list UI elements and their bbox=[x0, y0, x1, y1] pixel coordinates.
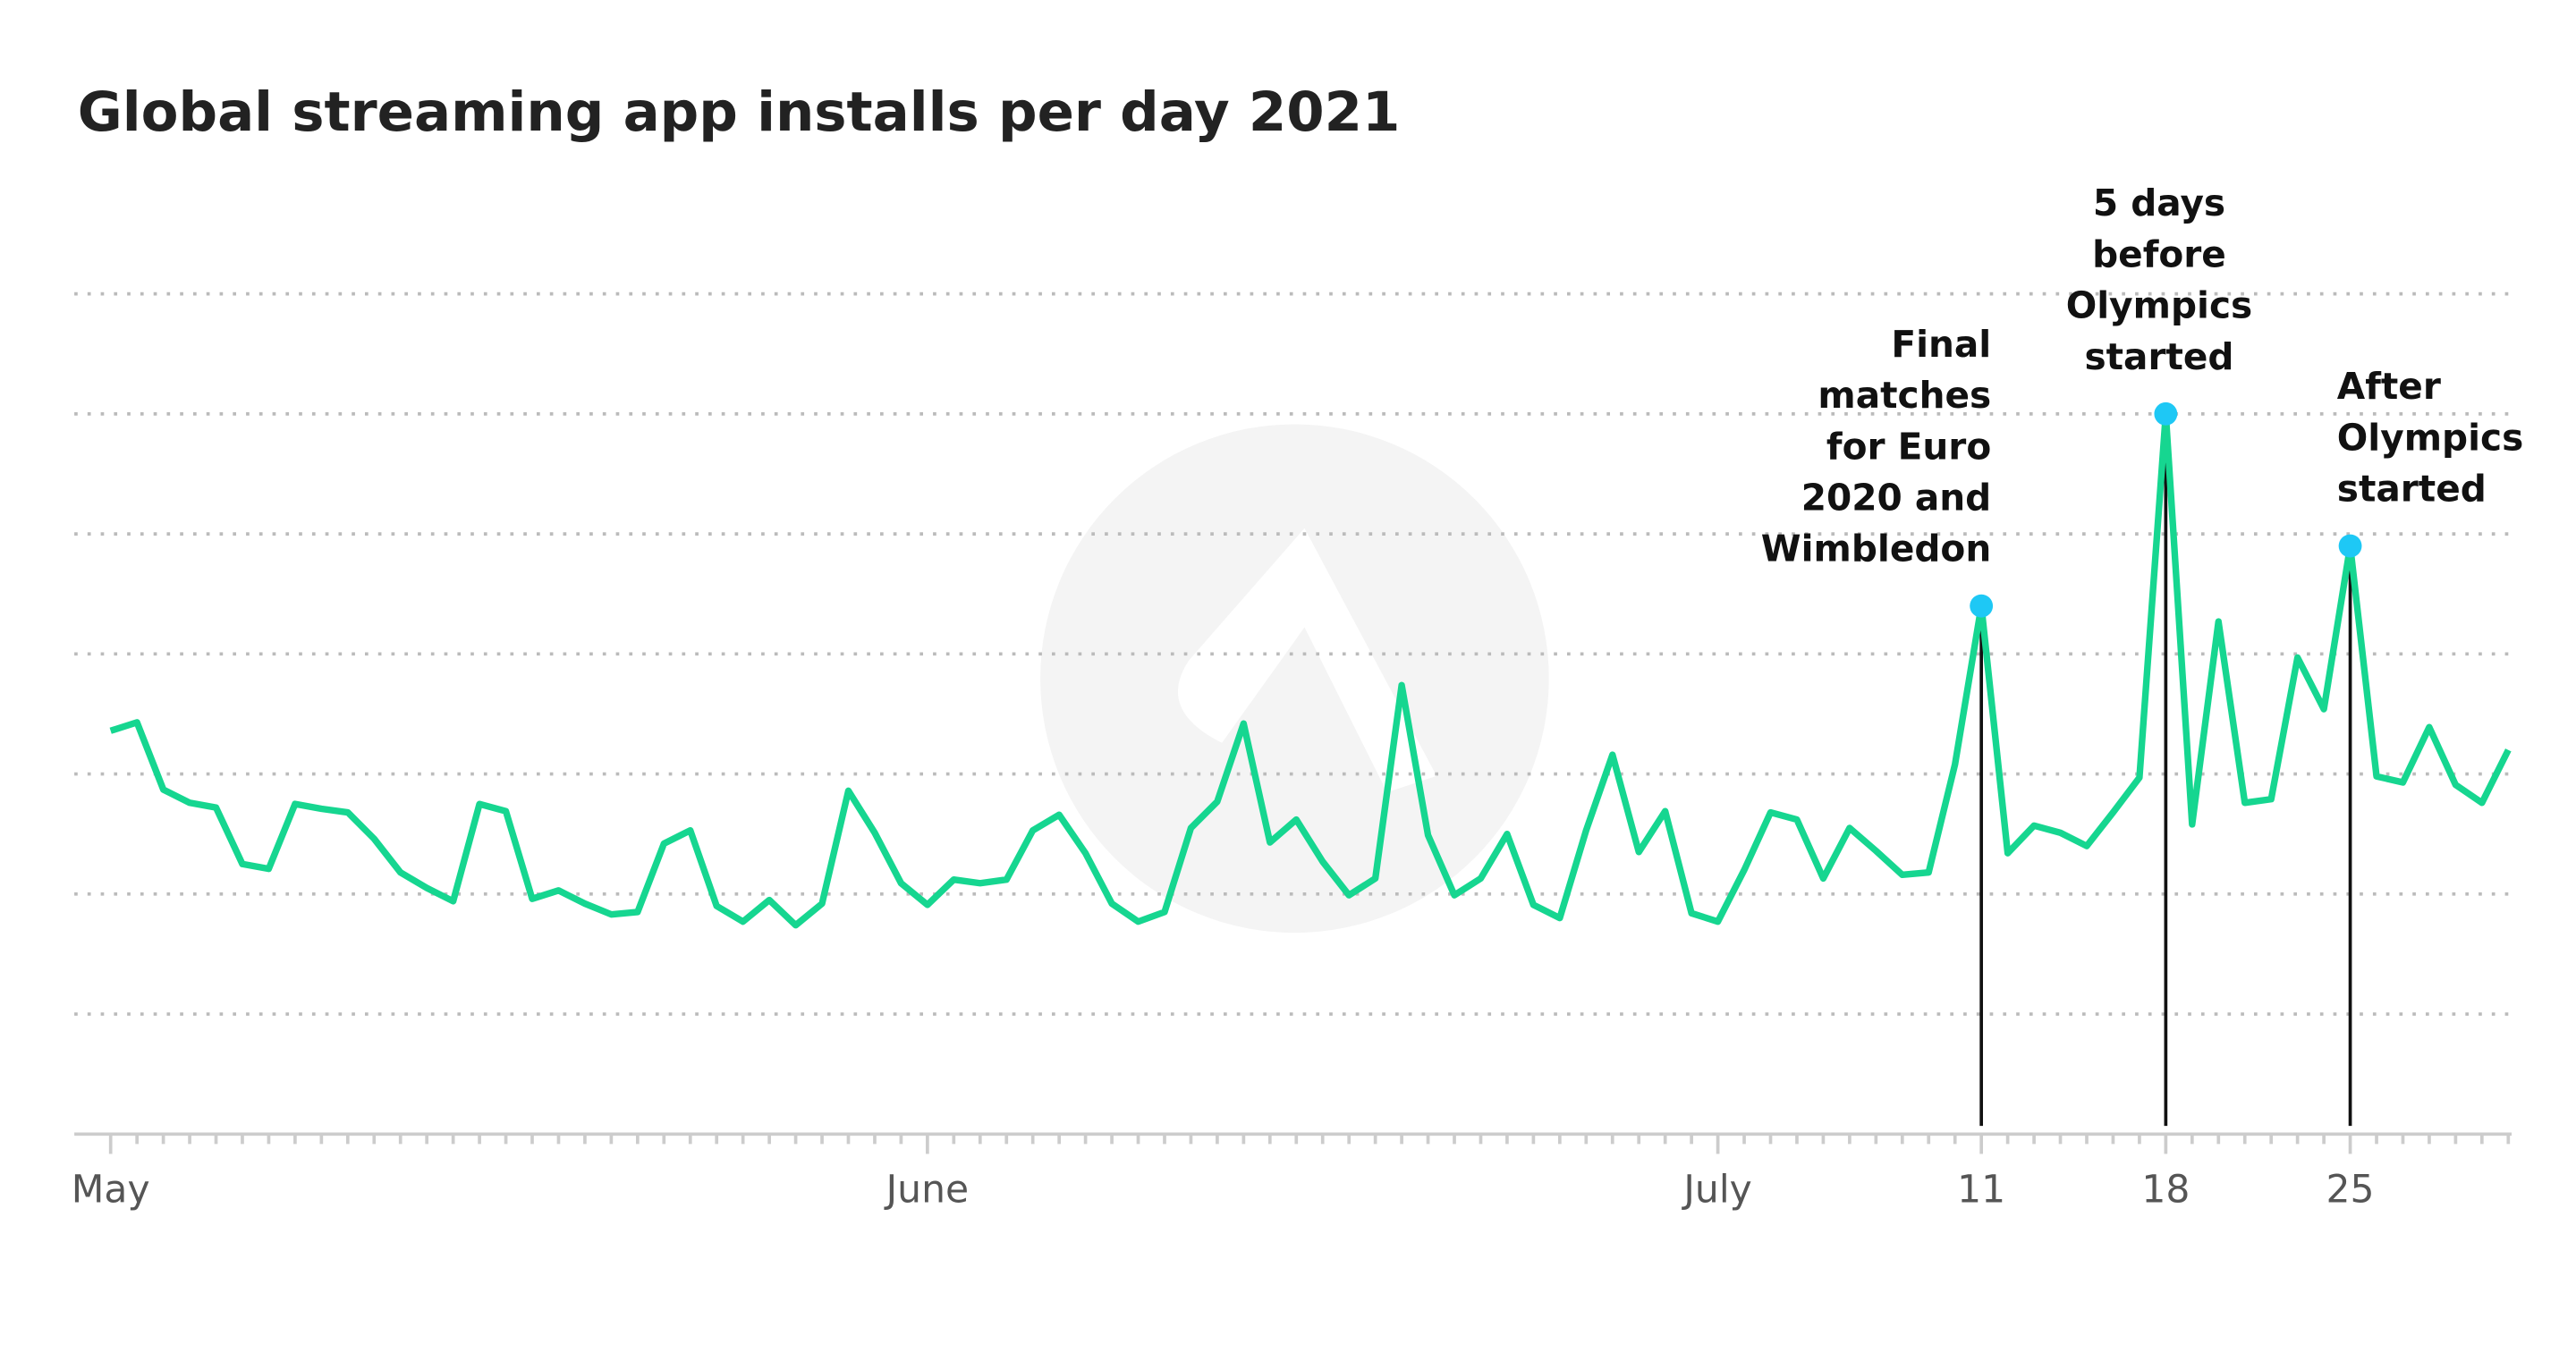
annotation-text: After bbox=[2337, 365, 2441, 408]
annotation-text: before bbox=[2092, 232, 2226, 275]
annotation-text: started bbox=[2337, 468, 2487, 511]
annotation-text: 5 days bbox=[2093, 182, 2225, 224]
annotation-text: for Euro bbox=[1826, 425, 1991, 468]
annotation-text: Olympics bbox=[2066, 284, 2252, 327]
x-tick-label: May bbox=[72, 1168, 150, 1212]
annotation-text: Final bbox=[1891, 323, 1991, 366]
annotation-text: matches bbox=[1818, 374, 1991, 417]
watermark-logo bbox=[1177, 528, 1437, 793]
annotation-marker bbox=[2154, 401, 2178, 426]
chart-title: Global streaming app installs per day 20… bbox=[78, 80, 1401, 144]
annotation-text: Wimbledon bbox=[1761, 528, 1991, 570]
x-tick-label: 11 bbox=[1957, 1168, 2005, 1212]
annotation-marker bbox=[1970, 594, 1994, 618]
x-tick-label: 18 bbox=[2141, 1168, 2190, 1212]
watermark bbox=[1040, 424, 1549, 934]
series-line bbox=[109, 410, 2512, 929]
annotation-text: 2020 and bbox=[1801, 476, 1992, 519]
x-tick-label: 25 bbox=[2326, 1168, 2375, 1212]
x-tick-label: June bbox=[884, 1168, 969, 1212]
annotation-text: Olympics bbox=[2337, 416, 2523, 459]
annotation-marker bbox=[2338, 534, 2362, 558]
x-tick-label: July bbox=[1681, 1168, 1751, 1212]
annotation-text: started bbox=[2084, 335, 2233, 378]
